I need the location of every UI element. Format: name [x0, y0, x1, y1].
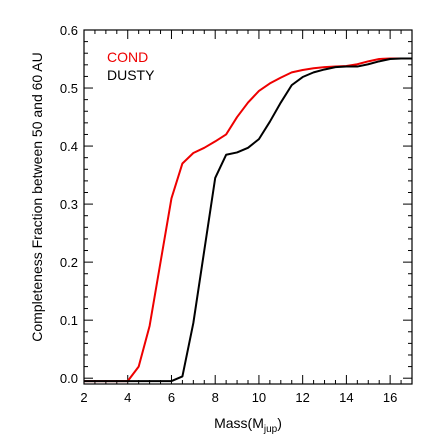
x-tick-label: 16 — [383, 390, 397, 405]
legend-entry-cond: COND — [107, 49, 148, 65]
x-tick-label: 10 — [252, 390, 266, 405]
plot-area — [83, 29, 413, 385]
y-tick-label: 0.6 — [60, 23, 78, 38]
y-tick-label: 0.3 — [60, 197, 78, 212]
x-tick-label: 12 — [295, 390, 309, 405]
x-tick-label: 6 — [168, 390, 175, 405]
x-tick-label: 14 — [339, 390, 353, 405]
y-tick-label: 0.4 — [60, 139, 78, 154]
y-axis-title: Completeness Fraction between 50 and 60 … — [29, 52, 45, 342]
y-tick-label: 0.2 — [60, 255, 78, 270]
plot-frame — [83, 29, 413, 385]
series-layer — [84, 57, 412, 383]
series-line-cond — [84, 57, 412, 383]
legend-entry-dusty: DUSTY — [107, 67, 155, 83]
y-tick-label: 0.5 — [60, 81, 78, 96]
x-axis-ticks: 2 4 6 8 10 12 14 16 — [80, 30, 413, 405]
legend: COND DUSTY — [107, 49, 155, 83]
y-tick-label: 0.1 — [60, 313, 78, 328]
series-line-dusty — [84, 57, 412, 383]
x-axis-title-close: ) — [277, 415, 282, 431]
x-tick-label: 8 — [212, 390, 219, 405]
y-axis-ticks: 0.0 0.1 0.2 0.3 0.4 0.5 0.6 — [60, 23, 412, 386]
x-axis-title-main: Mass(M — [214, 415, 264, 431]
x-tick-label: 4 — [124, 390, 131, 405]
x-tick-label: 2 — [80, 390, 87, 405]
x-axis-title-sub: jup — [263, 424, 278, 435]
x-axis-title: Mass(Mjup) — [214, 415, 282, 435]
y-tick-label: 0.0 — [60, 371, 78, 386]
